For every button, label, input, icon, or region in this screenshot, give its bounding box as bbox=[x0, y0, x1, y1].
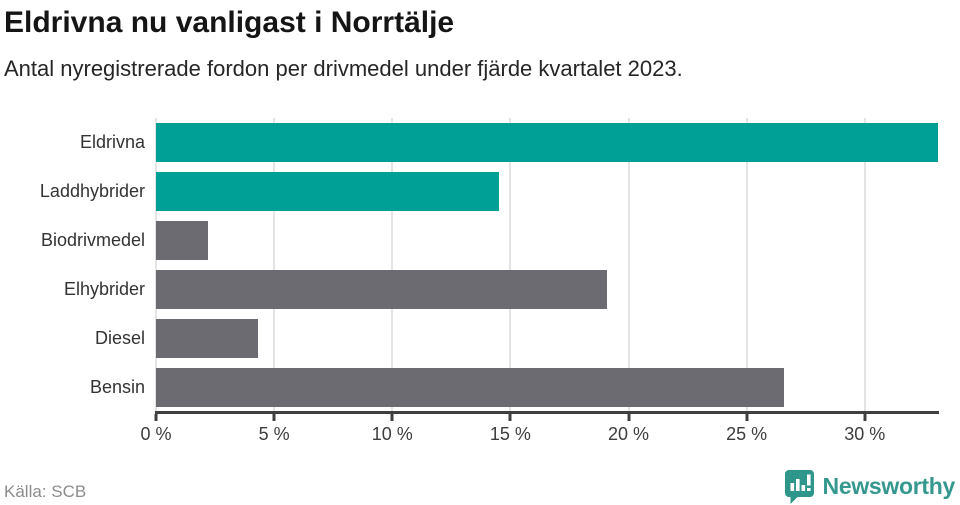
plot-area: 0 % 5 % 10 % 15 % 20 % 25 % 30 % bbox=[140, 118, 939, 444]
bar-eldrivna bbox=[156, 123, 938, 162]
bar-laddhybrider bbox=[156, 172, 499, 211]
gridline-30 bbox=[863, 118, 866, 411]
x-axis-tick-label-25: 25 % bbox=[726, 424, 768, 444]
category-label-bensin: Bensin bbox=[89, 377, 145, 397]
x-axis-tick-5 bbox=[272, 414, 276, 421]
newsworthy-logo: Newsworthy bbox=[783, 468, 955, 504]
x-axis-tick-0 bbox=[154, 414, 158, 421]
chart-subtitle: Antal nyregistrerade fordon per drivmede… bbox=[4, 56, 683, 81]
chart-title: Eldrivna nu vanligast i Norrtälje bbox=[4, 6, 455, 39]
newsworthy-logo-text: Newsworthy bbox=[822, 472, 956, 499]
gridline-0 bbox=[155, 118, 157, 411]
gridline-15 bbox=[509, 118, 512, 411]
bar-bensin bbox=[156, 368, 785, 407]
bar-biodrivmedel bbox=[156, 221, 208, 260]
x-axis-tick-label-10: 10 % bbox=[371, 424, 413, 444]
category-label-eldrivna: Eldrivna bbox=[79, 132, 145, 152]
category-label-elhybrider: Elhybrider bbox=[63, 279, 145, 299]
x-axis-tick-label-5: 5 % bbox=[258, 424, 290, 444]
gridline-5 bbox=[273, 118, 276, 411]
x-axis-tick-label-15: 15 % bbox=[489, 424, 531, 444]
x-axis-tick-label-0: 0 % bbox=[140, 424, 172, 444]
category-label-diesel: Diesel bbox=[94, 328, 145, 348]
x-axis-tick-label-20: 20 % bbox=[607, 424, 650, 444]
x-axis-tick-20 bbox=[627, 414, 630, 421]
bar-diesel bbox=[156, 319, 258, 358]
bar-elhybrider bbox=[156, 270, 608, 309]
x-axis-tick-25 bbox=[745, 414, 749, 421]
source-note: Källa: SCB bbox=[4, 482, 87, 501]
category-label-laddhybrider: Laddhybrider bbox=[39, 181, 145, 201]
gridline-25 bbox=[745, 118, 748, 411]
gridline-10 bbox=[391, 118, 394, 411]
category-label-biodrivmedel: Biodrivmedel bbox=[40, 230, 145, 250]
gridline-20 bbox=[627, 118, 630, 411]
category-labels: Eldrivna Laddhybrider Biodrivmedel Elhybrid… bbox=[0, 118, 145, 412]
x-axis-line bbox=[155, 411, 939, 414]
newsworthy-logo-icon bbox=[784, 470, 814, 504]
x-axis-tick-10 bbox=[390, 414, 394, 421]
x-axis-tick-label-30: 30 % bbox=[844, 424, 886, 444]
x-axis-tick-30 bbox=[863, 414, 867, 421]
x-axis-tick-15 bbox=[508, 414, 512, 421]
